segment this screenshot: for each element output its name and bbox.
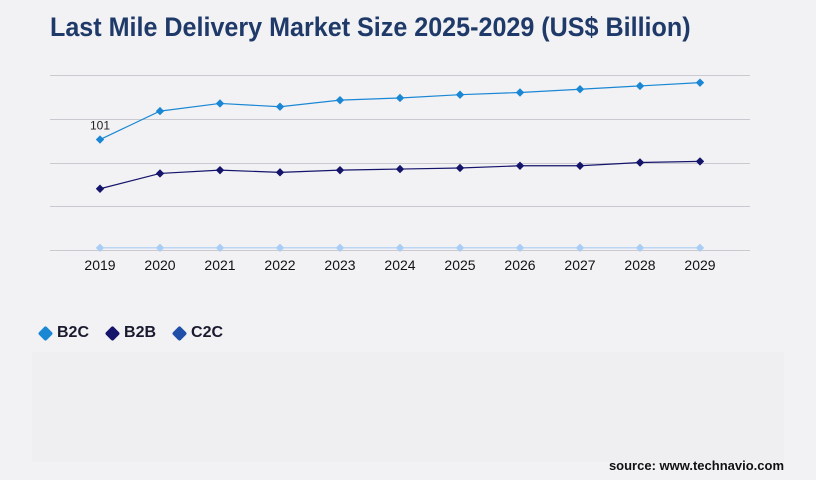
x-tick-label: 2029	[684, 257, 715, 273]
data-point-b2b	[275, 168, 285, 177]
data-point-b2b	[635, 158, 645, 167]
x-tick-label: 2020	[144, 257, 175, 273]
data-point-b2b	[455, 163, 465, 173]
legend-label-b2c: B2C	[57, 324, 90, 341]
data-point-c2c	[95, 243, 105, 253]
x-tick-label: 2026	[504, 257, 535, 273]
data-point-b2c	[275, 102, 285, 111]
chart-legend: B2C B2B C2C	[37, 324, 224, 342]
legend-item-b2b[interactable]: B2B	[104, 324, 157, 342]
data-point-b2c	[575, 85, 585, 94]
data-point-b2b	[335, 165, 345, 175]
line-chart: 2019 2020 2021 2022 2023 2024 2025 2026 2027 2028…	[50, 75, 750, 273]
data-point-b2c	[695, 78, 705, 87]
data-point-b2b	[515, 161, 525, 170]
data-point-b2c	[335, 95, 345, 105]
data-point-c2c	[335, 243, 345, 253]
legend-item-b2c[interactable]: B2C	[37, 324, 90, 342]
x-tick-label: 2027	[564, 257, 595, 273]
data-label: 101	[90, 119, 110, 133]
chart-title: Last Mile Delivery Market Size 2025-2029…	[50, 12, 691, 42]
legend-label-b2b: B2B	[124, 324, 157, 341]
data-point-c2c	[395, 243, 405, 253]
x-tick-label: 2023	[324, 257, 355, 273]
data-point-b2c	[515, 88, 525, 97]
data-point-b2c	[395, 93, 405, 103]
legend-item-c2c[interactable]: C2C	[171, 324, 224, 342]
data-point-c2c	[455, 243, 465, 253]
x-tick-label: 2025	[444, 257, 475, 273]
x-tick-label: 2019	[84, 257, 115, 273]
data-point-b2c	[95, 135, 105, 144]
data-point-b2b	[215, 165, 225, 175]
data-point-c2c	[515, 243, 525, 253]
legend-marker-b2c	[37, 325, 54, 341]
data-point-c2c	[155, 243, 165, 253]
data-point-b2b	[155, 169, 165, 178]
x-tick-label: 2022	[264, 257, 295, 273]
data-point-c2c	[635, 243, 645, 253]
data-point-b2b	[395, 164, 405, 174]
data-point-b2b	[695, 157, 705, 166]
data-point-b2b	[575, 161, 585, 170]
data-point-b2b	[95, 184, 105, 193]
legend-marker-b2b	[104, 325, 121, 341]
content-panel	[32, 352, 784, 462]
legend-marker-c2c	[171, 325, 188, 341]
data-point-b2c	[155, 106, 165, 116]
data-point-c2c	[215, 243, 225, 253]
data-point-c2c	[695, 243, 705, 253]
data-point-b2c	[455, 90, 465, 99]
legend-label-c2c: C2C	[191, 324, 224, 341]
x-tick-label: 2024	[384, 257, 415, 273]
data-point-c2c	[575, 243, 585, 253]
x-tick-label: 2028	[624, 257, 655, 273]
series-line-b2c	[99, 82, 701, 141]
data-point-c2c	[275, 243, 285, 253]
x-tick-label: 2021	[204, 257, 235, 273]
data-point-b2c	[635, 81, 645, 91]
source-credit: source: www.technavio.com	[608, 458, 784, 473]
data-point-b2c	[215, 99, 225, 108]
